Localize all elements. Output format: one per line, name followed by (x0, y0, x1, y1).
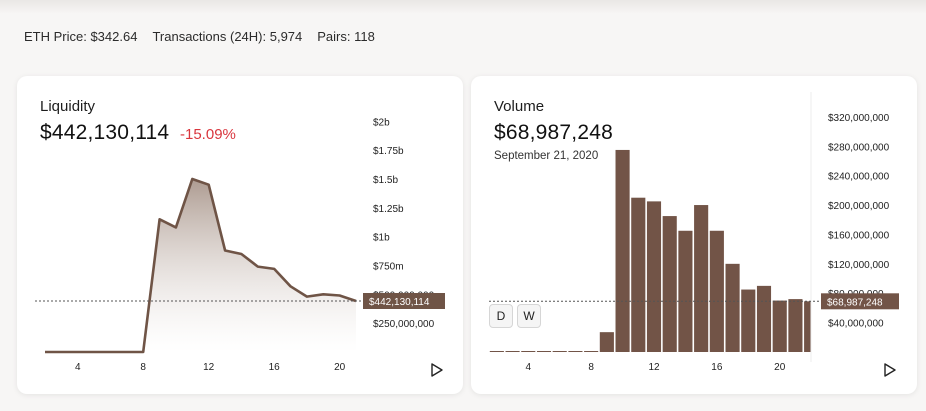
volume-bar (741, 289, 756, 352)
volume-bar (489, 351, 504, 352)
volume-bar (568, 351, 583, 352)
x-tick-label: 8 (140, 362, 146, 373)
y-tick-label: $750m (373, 261, 404, 272)
top-nav-shadow (0, 0, 926, 14)
liquidity-card: $2b$1.75b$1.5b$1.25b$1b$750m$500,000,000… (17, 76, 463, 394)
y-tick-label: $250,000,000 (373, 319, 435, 330)
play-icon[interactable] (429, 362, 445, 378)
y-tick-label: $160,000,000 (828, 230, 890, 241)
y-tick-label: $40,000,000 (828, 319, 884, 330)
current-value-tag (363, 293, 445, 310)
y-tick-label: $320,000,000 (828, 113, 890, 124)
timeframe-day-button[interactable]: D (489, 304, 513, 328)
liquidity-value: $442,130,114 (40, 121, 170, 144)
current-value-tag-label: $442,130,114 (369, 297, 430, 308)
x-tick-label: 16 (711, 362, 723, 373)
volume-bar (772, 300, 787, 352)
y-tick-label: $2b (373, 117, 390, 128)
y-tick-label: $1.25b (373, 204, 404, 215)
liquidity-chart[interactable]: $2b$1.75b$1.5b$1.25b$1b$750m$500,000,000… (17, 76, 463, 394)
y-tick-label: $1.5b (373, 175, 398, 186)
y-tick-label: $120,000,000 (828, 260, 890, 271)
x-tick-label: 8 (588, 362, 594, 373)
x-tick-label: 12 (203, 362, 215, 373)
volume-bar (725, 263, 740, 352)
volume-bar (646, 201, 662, 352)
volume-y-axis-panel (811, 92, 917, 362)
volume-bar (615, 149, 630, 352)
volume-bar (662, 216, 677, 352)
y-tick-label: $1.75b (373, 146, 404, 157)
volume-bar (552, 351, 567, 352)
volume-bar (599, 332, 614, 352)
volume-bar (631, 197, 646, 352)
play-icon[interactable] (882, 362, 898, 378)
volume-title: Volume (494, 98, 545, 115)
volume-chart[interactable]: $320,000,000 $280,000,000 $240,000,000 $200… (471, 76, 917, 394)
timeframe-week-button[interactable]: W (517, 304, 541, 328)
liquidity-area (45, 179, 356, 352)
volume-bar (788, 299, 803, 352)
x-tick-label: 4 (75, 362, 81, 373)
y-tick-label: $240,000,000 (828, 172, 890, 183)
liquidity-change: -15.09% (180, 126, 236, 143)
x-tick-label: 4 (526, 362, 532, 373)
volume-bar (505, 351, 520, 352)
volume-bar (521, 351, 536, 352)
stats-bar: ETH Price: $342.64 Transactions (24H): 5… (24, 29, 375, 44)
current-value-tag-label: $68,987,248 (827, 297, 883, 308)
eth-price-stat: ETH Price: $342.64 (24, 29, 138, 44)
volume-bar (756, 285, 772, 352)
volume-date: September 21, 2020 (494, 150, 599, 162)
volume-bar (709, 230, 724, 352)
y-tick-label: $280,000,000 (828, 142, 890, 153)
current-value-tag (821, 293, 899, 310)
volume-bar (584, 351, 599, 352)
volume-bar (694, 205, 709, 352)
pairs-stat: Pairs: 118 (317, 29, 375, 44)
x-tick-label: 12 (648, 362, 660, 373)
volume-bar (536, 351, 552, 352)
x-tick-label: 16 (269, 362, 281, 373)
liquidity-line (45, 177, 357, 354)
y-tick-label: $200,000,000 (828, 201, 890, 212)
x-tick-label: 20 (334, 362, 346, 373)
volume-card: $320,000,000 $280,000,000 $240,000,000 $200… (471, 76, 917, 394)
liquidity-title: Liquidity (40, 98, 96, 115)
volume-value: $68,987,248 (494, 121, 613, 144)
x-tick-label: 20 (774, 362, 786, 373)
volume-bar (678, 230, 693, 352)
y-tick-label: $1b (373, 233, 390, 244)
transactions-stat: Transactions (24H): 5,974 (152, 29, 303, 44)
